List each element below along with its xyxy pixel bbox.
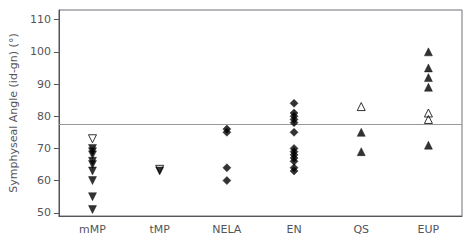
svg-text:80: 80: [37, 110, 51, 123]
svg-text:NELA: NELA: [212, 223, 242, 236]
svg-text:100: 100: [30, 45, 51, 58]
svg-text:50: 50: [37, 206, 51, 219]
svg-text:60: 60: [37, 174, 51, 187]
svg-text:EUP: EUP: [418, 223, 440, 236]
svg-text:tMP: tMP: [149, 223, 170, 236]
svg-text:mMP: mMP: [79, 223, 106, 236]
svg-text:70: 70: [37, 142, 51, 155]
svg-text:Symphyseal Angle (id-gn) (°): Symphyseal Angle (id-gn) (°): [7, 33, 20, 192]
svg-text:QS: QS: [353, 223, 369, 236]
svg-text:90: 90: [37, 78, 51, 91]
svg-text:110: 110: [30, 13, 51, 26]
svg-text:EN: EN: [286, 223, 301, 236]
